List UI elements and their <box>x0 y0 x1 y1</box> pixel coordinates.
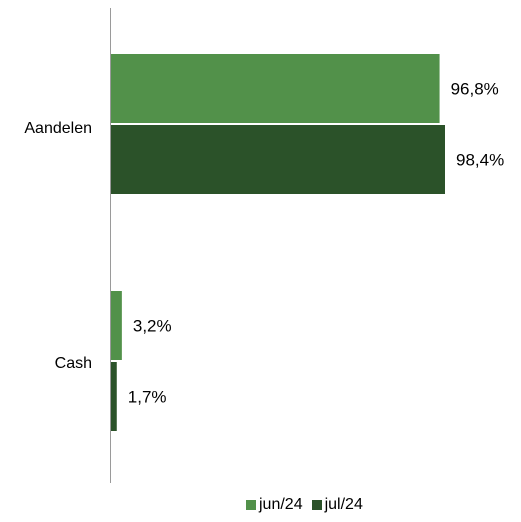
legend-item-jun24: jun/24 <box>246 496 303 514</box>
legend: jun/24 jul/24 <box>246 496 372 514</box>
category-label-aandelen: Aandelen <box>24 120 92 137</box>
data-label-cash-jul-24: 1,7% <box>128 388 167 407</box>
data-label-aandelen-jul-24: 98,4% <box>456 151 504 170</box>
data-label-aandelen-jun-24: 96,8% <box>451 80 499 99</box>
legend-swatch-jul24 <box>311 500 322 510</box>
chart-marks: Aandelen 96,8% 98,4% Cash 3,2% 1,7% <box>24 54 504 431</box>
data-label-cash-jun-24: 3,2% <box>133 317 172 336</box>
legend-label-jun24: jun/24 <box>259 496 303 513</box>
legend-item-jul24: jul/24 <box>311 496 363 514</box>
legend-label-jul24: jul/24 <box>324 496 363 513</box>
bar-cash-jul-24 <box>111 362 117 431</box>
category-label-cash: Cash <box>55 355 92 372</box>
bar-cash-jun-24 <box>111 291 122 360</box>
bar-aandelen-jul-24 <box>111 125 445 194</box>
bar-aandelen-jun-24 <box>111 54 440 123</box>
legend-swatch-jun24 <box>246 500 256 510</box>
